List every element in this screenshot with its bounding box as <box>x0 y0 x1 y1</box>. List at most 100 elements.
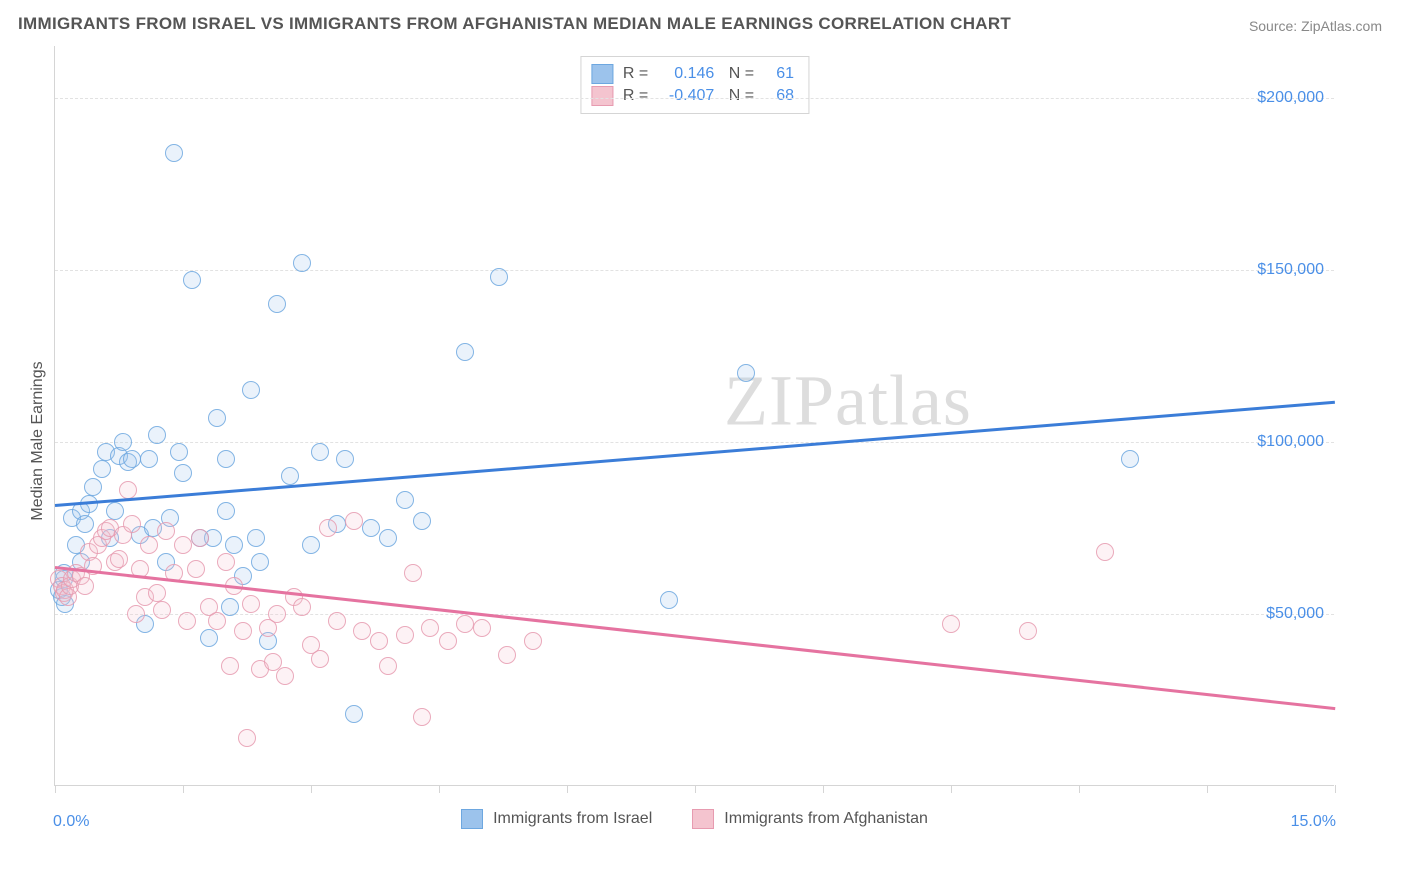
source-value: ZipAtlas.com <box>1301 18 1382 34</box>
data-point-afghanistan <box>439 632 457 650</box>
x-tick <box>1079 785 1080 793</box>
data-point-afghanistan <box>119 481 137 499</box>
data-point-israel <box>456 343 474 361</box>
data-point-afghanistan <box>524 632 542 650</box>
data-point-israel <box>200 629 218 647</box>
gridline <box>55 270 1334 271</box>
r-value-afghanistan: -0.407 <box>658 85 714 107</box>
series-legend: Immigrants from Israel Immigrants from A… <box>55 809 1334 829</box>
data-point-israel <box>336 450 354 468</box>
data-point-afghanistan <box>473 619 491 637</box>
data-point-afghanistan <box>242 595 260 613</box>
gridline <box>55 442 1334 443</box>
data-point-israel <box>242 381 260 399</box>
data-point-afghanistan <box>1096 543 1114 561</box>
data-point-afghanistan <box>498 646 516 664</box>
chart-title: IMMIGRANTS FROM ISRAEL VS IMMIGRANTS FRO… <box>18 14 1011 34</box>
watermark-thin: atlas <box>835 360 972 440</box>
data-point-israel <box>221 598 239 616</box>
x-tick <box>695 785 696 793</box>
data-point-afghanistan <box>148 584 166 602</box>
data-point-afghanistan <box>370 632 388 650</box>
data-point-israel <box>217 450 235 468</box>
n-value-afghanistan: 68 <box>764 85 794 107</box>
data-point-israel <box>84 478 102 496</box>
y-tick-label: $200,000 <box>1257 89 1324 107</box>
data-point-afghanistan <box>127 605 145 623</box>
r-value-israel: 0.146 <box>658 63 714 85</box>
x-tick <box>311 785 312 793</box>
legend-item-afghanistan: Immigrants from Afghanistan <box>692 809 928 829</box>
x-tick <box>183 785 184 793</box>
data-point-afghanistan <box>404 564 422 582</box>
correlation-legend: R = 0.146 N = 61 R = -0.407 N = 68 <box>580 56 809 114</box>
trendline-israel <box>55 401 1335 507</box>
data-point-afghanistan <box>187 560 205 578</box>
data-point-israel <box>490 268 508 286</box>
swatch-israel <box>591 64 613 84</box>
data-point-israel <box>247 529 265 547</box>
n-value-israel: 61 <box>764 63 794 85</box>
data-point-israel <box>170 443 188 461</box>
data-point-afghanistan <box>396 626 414 644</box>
x-tick <box>55 785 56 793</box>
data-point-israel <box>114 433 132 451</box>
data-point-israel <box>208 409 226 427</box>
data-point-afghanistan <box>238 729 256 747</box>
data-point-israel <box>165 144 183 162</box>
data-point-afghanistan <box>328 612 346 630</box>
legend-label-israel: Immigrants from Israel <box>493 810 652 828</box>
data-point-afghanistan <box>413 708 431 726</box>
data-point-israel <box>148 426 166 444</box>
x-tick <box>823 785 824 793</box>
x-axis-max-label: 15.0% <box>1291 813 1336 831</box>
gridline <box>55 98 1334 99</box>
data-point-afghanistan <box>293 598 311 616</box>
data-point-afghanistan <box>234 622 252 640</box>
r-label: R = <box>623 85 648 107</box>
data-point-afghanistan <box>174 536 192 554</box>
data-point-afghanistan <box>345 512 363 530</box>
n-label: N = <box>724 85 754 107</box>
data-point-israel <box>1121 450 1139 468</box>
data-point-israel <box>660 591 678 609</box>
data-point-afghanistan <box>379 657 397 675</box>
swatch-afghanistan <box>591 86 613 106</box>
legend-row-afghanistan: R = -0.407 N = 68 <box>591 85 794 107</box>
gridline <box>55 614 1334 615</box>
data-point-afghanistan <box>178 612 196 630</box>
data-point-israel <box>413 512 431 530</box>
data-point-afghanistan <box>276 667 294 685</box>
data-point-israel <box>183 271 201 289</box>
data-point-israel <box>76 515 94 533</box>
swatch-israel <box>461 809 483 829</box>
y-tick-label: $50,000 <box>1266 605 1324 623</box>
x-tick <box>567 785 568 793</box>
data-point-afghanistan <box>456 615 474 633</box>
data-point-afghanistan <box>208 612 226 630</box>
data-point-afghanistan <box>157 522 175 540</box>
data-point-israel <box>737 364 755 382</box>
data-point-israel <box>281 467 299 485</box>
x-tick <box>951 785 952 793</box>
swatch-afghanistan <box>692 809 714 829</box>
data-point-israel <box>268 295 286 313</box>
x-tick <box>439 785 440 793</box>
data-point-israel <box>106 502 124 520</box>
data-point-afghanistan <box>221 657 239 675</box>
data-point-israel <box>302 536 320 554</box>
data-point-afghanistan <box>421 619 439 637</box>
data-point-israel <box>362 519 380 537</box>
chart-container: Median Male Earnings ZIPatlas R = 0.146 … <box>46 46 1378 836</box>
data-point-afghanistan <box>110 550 128 568</box>
data-point-afghanistan <box>140 536 158 554</box>
plot-area: ZIPatlas R = 0.146 N = 61 R = -0.407 N =… <box>54 46 1334 786</box>
data-point-israel <box>225 536 243 554</box>
x-tick <box>1335 785 1336 793</box>
data-point-afghanistan <box>353 622 371 640</box>
data-point-israel <box>140 450 158 468</box>
legend-row-israel: R = 0.146 N = 61 <box>591 63 794 85</box>
data-point-afghanistan <box>191 529 209 547</box>
source-label: Source: <box>1249 18 1297 34</box>
data-point-afghanistan <box>268 605 286 623</box>
